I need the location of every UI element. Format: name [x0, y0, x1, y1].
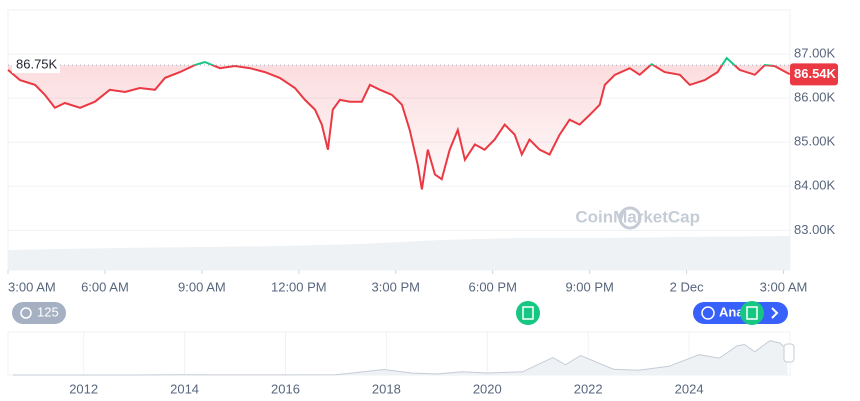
watermark-logo	[618, 206, 642, 230]
event-marker[interactable]	[740, 301, 764, 325]
navigator-tick-label: 2018	[372, 381, 401, 396]
x-tick-label: 9:00 AM	[178, 279, 226, 294]
badge[interactable]: 125	[12, 302, 66, 324]
reference-label: 86.75K	[16, 57, 58, 72]
y-tick-label: 84.00K	[794, 178, 836, 193]
volume-area	[8, 236, 790, 270]
badge-icon	[20, 307, 32, 319]
button-icon	[701, 306, 715, 320]
x-tick-label: 3:00 PM	[372, 279, 420, 294]
y-tick-label: 85.00K	[794, 134, 836, 149]
current-price-box	[790, 63, 838, 86]
reference-label-bg	[12, 57, 60, 74]
watermark: CoinMarketCap	[575, 207, 700, 226]
navigator-tick-label: 2022	[574, 381, 603, 396]
navigator-area	[13, 340, 788, 375]
x-tick-label: 12:00 PM	[271, 279, 327, 294]
x-tick-label: 9:00 PM	[565, 279, 613, 294]
plot-frame	[7, 9, 791, 271]
x-tick-label: 6:00 PM	[468, 279, 516, 294]
navigator-tick-label: 2024	[675, 381, 704, 396]
event-icon	[746, 306, 758, 320]
badge-text: 125	[37, 304, 59, 319]
y-tick-label: 87.00K	[794, 46, 836, 61]
event-dot	[740, 301, 764, 325]
navigator-tick-label: 2012	[69, 381, 98, 396]
x-tick-label: 3:00 AM	[8, 279, 56, 294]
x-tick-label: 3:00 AM	[760, 279, 808, 294]
event-icon	[522, 306, 534, 320]
button-text: Ana	[719, 304, 744, 319]
x-tick-label: 2 Dec	[670, 279, 704, 294]
navigator-tick-label: 2016	[271, 381, 300, 396]
button-arrow	[771, 307, 779, 319]
area	[8, 65, 790, 190]
navigator-tick-label: 2020	[473, 381, 502, 396]
y-tick-label: 83.00K	[794, 222, 836, 237]
line-down	[7, 65, 791, 190]
current-price-label: 86.54K	[794, 66, 837, 81]
x-tick-label: 6:00 AM	[81, 279, 129, 294]
y-tick-label: 86.00K	[794, 90, 836, 105]
navigator-tick-label: 2014	[170, 381, 199, 396]
event-marker[interactable]	[516, 301, 540, 325]
event-dot	[516, 301, 540, 325]
navigator-handle[interactable]	[783, 343, 795, 363]
navigator-line	[13, 340, 788, 376]
